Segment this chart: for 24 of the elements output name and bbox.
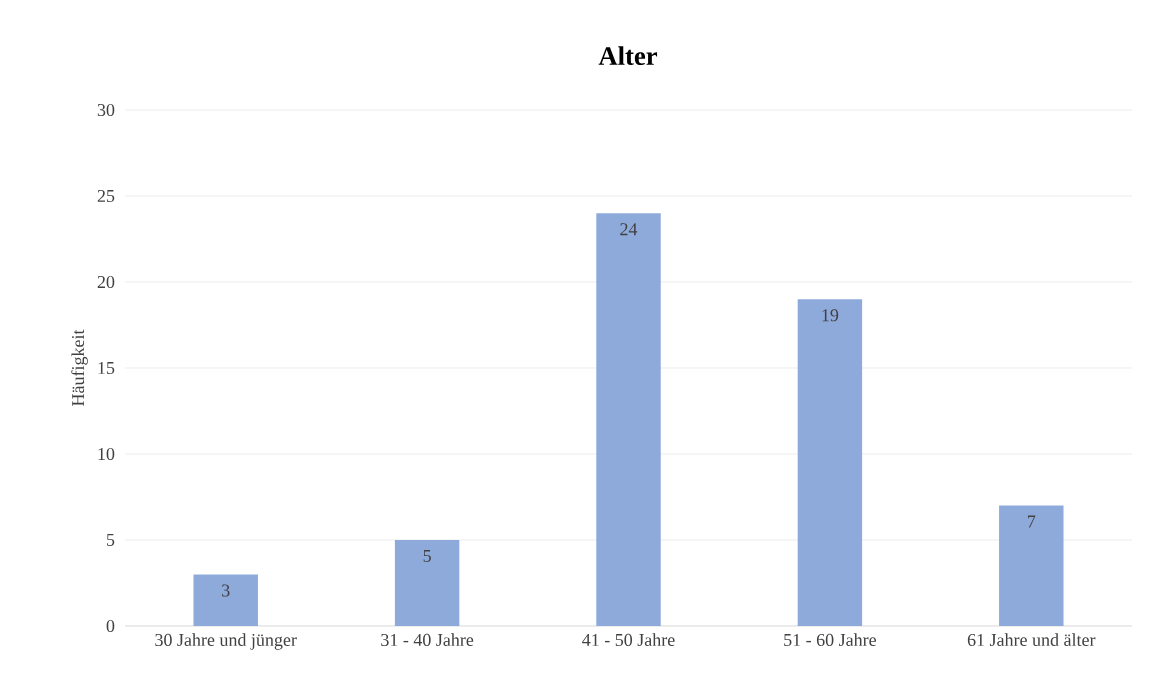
bar	[394, 539, 460, 626]
data-label: 19	[822, 309, 839, 322]
x-tick-label: 30 Jahre und jünger	[155, 633, 297, 650]
data-label: 3	[222, 584, 230, 597]
bar	[596, 213, 661, 626]
y-tick-label: 5	[107, 534, 115, 546]
bar	[193, 574, 258, 626]
y-tick-label: 0	[106, 619, 115, 633]
y-tick-label: 15	[98, 361, 115, 375]
bar	[999, 505, 1064, 626]
data-label: 5	[423, 550, 431, 562]
bar	[797, 299, 863, 626]
chart-title: Alter	[598, 46, 658, 66]
y-tick-label: 30	[97, 103, 115, 117]
x-tick-label: 31 - 40 Jahre	[381, 633, 474, 647]
x-tick-label: 61 Jahre und älter	[967, 633, 1096, 647]
y-tick-label: 10	[98, 447, 115, 461]
x-tick-label: 41 - 50 Jahre	[582, 633, 675, 647]
y-tick-label: 25	[97, 189, 115, 203]
data-label: 24	[620, 223, 638, 236]
data-label: 7	[1027, 515, 1036, 528]
y-axis-title: Häufigkeit	[71, 329, 88, 406]
x-tick-label: 51 - 60 Jahre	[784, 633, 876, 647]
y-tick-label: 20	[97, 275, 115, 289]
